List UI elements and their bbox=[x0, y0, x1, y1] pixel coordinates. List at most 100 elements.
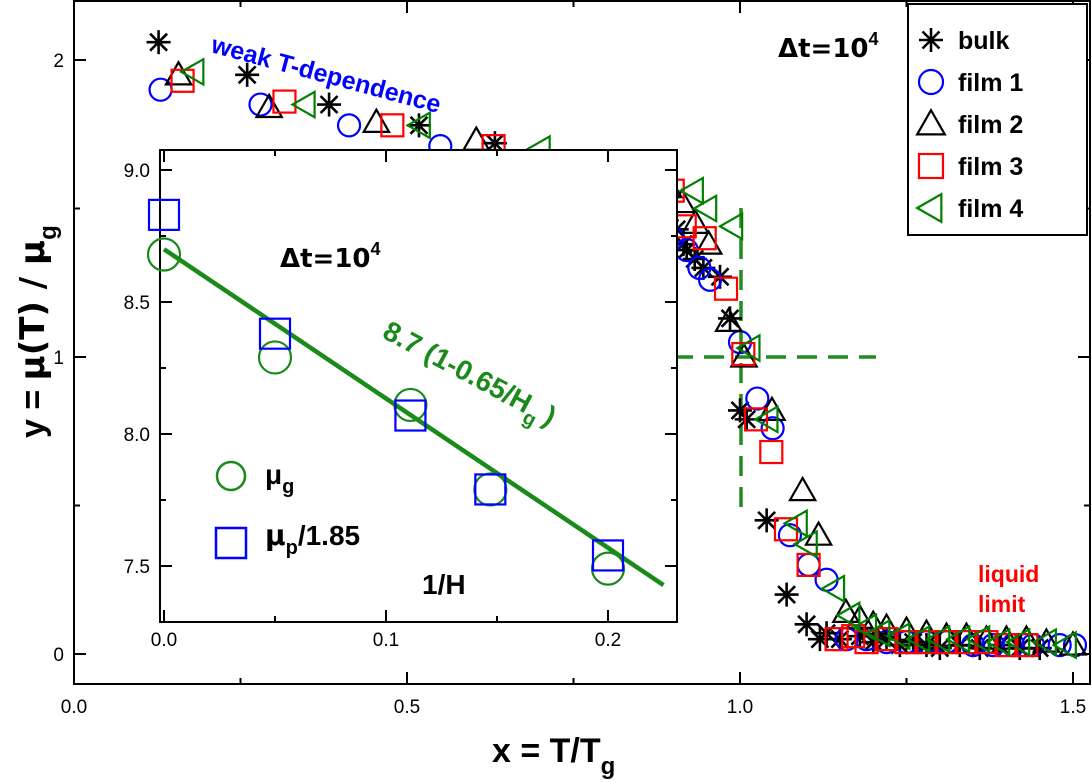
inset-frame bbox=[159, 149, 678, 623]
y-axis-label-subscript: g bbox=[35, 225, 62, 240]
inset-y-tick-label: 8.5 bbox=[124, 293, 150, 314]
inset-x-tick-label: 0.2 bbox=[595, 630, 621, 651]
film-4-point bbox=[1031, 627, 1057, 657]
film-4-point bbox=[1004, 627, 1031, 657]
film-2-point bbox=[831, 597, 861, 624]
film-2-point bbox=[788, 475, 818, 502]
film-3-point bbox=[914, 630, 939, 655]
film-4-point bbox=[835, 600, 861, 630]
film-1-point bbox=[1047, 632, 1072, 658]
inset-mu-p-point bbox=[474, 473, 507, 506]
film-3-point bbox=[743, 407, 769, 432]
inset-legend-circle-marker bbox=[215, 460, 247, 492]
film-1-point bbox=[336, 113, 362, 138]
film-3-point bbox=[692, 226, 717, 251]
film-4-point bbox=[864, 618, 891, 648]
film-2-point bbox=[1031, 627, 1061, 653]
y-tick-label: 2 bbox=[53, 51, 64, 72]
film-2-point bbox=[254, 92, 284, 119]
film-3-point bbox=[759, 439, 784, 465]
legend-marker-film-1 bbox=[917, 68, 945, 96]
y-axis-label: y = μ(T) / μg bbox=[13, 225, 62, 438]
film-4-point bbox=[290, 90, 316, 120]
inset-legend-square-marker bbox=[214, 526, 248, 560]
film-4-point bbox=[735, 333, 761, 363]
inset-y-tick-label: 9.0 bbox=[124, 161, 150, 182]
film-2-point bbox=[361, 107, 391, 133]
inset-x-tick-label: 0.1 bbox=[373, 630, 399, 651]
x-axis-label: x = T/Tg bbox=[492, 732, 615, 780]
film-4-point bbox=[964, 624, 991, 654]
legend-label-film-4: film 4 bbox=[958, 195, 1023, 223]
x-tick-label: 0.5 bbox=[394, 697, 420, 718]
film-2-point bbox=[804, 520, 834, 546]
x-tick-label: 1.0 bbox=[727, 697, 753, 718]
inset-mu-p-point bbox=[591, 539, 625, 572]
film-3-point bbox=[731, 341, 756, 367]
film-3-point bbox=[713, 276, 739, 301]
inset-mu-g-point bbox=[257, 340, 293, 375]
legend: bulk film 1 film 2 film 3 film 4 bbox=[907, 3, 1088, 236]
inset-x-label: 1/H bbox=[422, 569, 466, 600]
film-4-point bbox=[179, 57, 205, 87]
film-3-point bbox=[954, 630, 979, 655]
bulk-point bbox=[146, 30, 171, 55]
film-2-point bbox=[694, 229, 724, 255]
film-4-point bbox=[792, 529, 818, 559]
film-3-point bbox=[380, 113, 405, 138]
film-4-point bbox=[819, 574, 846, 604]
inset-data-points bbox=[146, 198, 626, 586]
film-4-point bbox=[884, 621, 911, 651]
film-2-point bbox=[714, 306, 744, 332]
film-4-point bbox=[691, 193, 718, 224]
legend-items: bulk film 1 film 2 film 3 film 4 bbox=[914, 27, 1023, 224]
inset-mu-p-point bbox=[394, 399, 427, 432]
legend-label-bulk: bulk bbox=[958, 27, 1009, 55]
bulk-point bbox=[317, 92, 342, 117]
liquid-limit-annotation-line2: limit bbox=[978, 591, 1026, 617]
film-2-point bbox=[931, 621, 962, 647]
film-2-point bbox=[1058, 630, 1088, 656]
inset-dt-annotation: Δt=104 bbox=[280, 239, 381, 274]
bulk-point bbox=[734, 407, 759, 432]
bulk-point bbox=[774, 582, 799, 607]
film-3-point bbox=[796, 552, 821, 578]
inset-axis-ticks: 0.0 0.1 0.2 7.5 8.0 8.5 9.0 bbox=[124, 150, 677, 651]
film-2-point bbox=[164, 59, 194, 86]
y-tick-label: 0 bbox=[53, 645, 64, 666]
bulk-point bbox=[235, 62, 260, 87]
film-3-point bbox=[854, 630, 879, 655]
film-3-point bbox=[824, 627, 849, 652]
film-1-point bbox=[777, 523, 803, 548]
film-2-point bbox=[951, 621, 981, 647]
legend-marker-bulk bbox=[919, 28, 943, 52]
legend-label-film-1: film 1 bbox=[958, 69, 1023, 97]
legend-label-film-3: film 3 bbox=[958, 153, 1023, 181]
main-dt-annotation: Δt=104 bbox=[778, 29, 879, 64]
inset-mu-g-point bbox=[146, 237, 182, 272]
inset-mu-p-point bbox=[147, 198, 181, 231]
film-3-point bbox=[934, 630, 959, 655]
main-data-points bbox=[146, 30, 1088, 661]
film-2-point bbox=[991, 624, 1021, 650]
inset-y-tick-label: 7.5 bbox=[124, 557, 150, 578]
film-1-point bbox=[248, 92, 273, 117]
main-plot-frame bbox=[73, 0, 1091, 685]
film-2-point bbox=[858, 609, 888, 635]
film-3-point bbox=[994, 632, 1019, 658]
inset-legend-mu-p: μp/1.85 bbox=[265, 519, 360, 559]
film-4-point bbox=[717, 211, 744, 241]
x-tick-label: 0.0 bbox=[61, 697, 87, 718]
film-4-point bbox=[1051, 630, 1077, 660]
film-4-point bbox=[678, 176, 704, 206]
film-4-point bbox=[405, 110, 431, 140]
x-axis-label-subscript: g bbox=[601, 753, 616, 780]
film-3-point bbox=[170, 68, 195, 93]
film-4-point bbox=[782, 508, 808, 538]
legend-marker-film-3 bbox=[917, 152, 945, 180]
y-tick-label: 1 bbox=[53, 348, 64, 369]
inset-x-tick-label: 0.0 bbox=[151, 630, 177, 651]
film-4-point bbox=[753, 404, 779, 434]
film-2-point bbox=[971, 624, 1001, 650]
